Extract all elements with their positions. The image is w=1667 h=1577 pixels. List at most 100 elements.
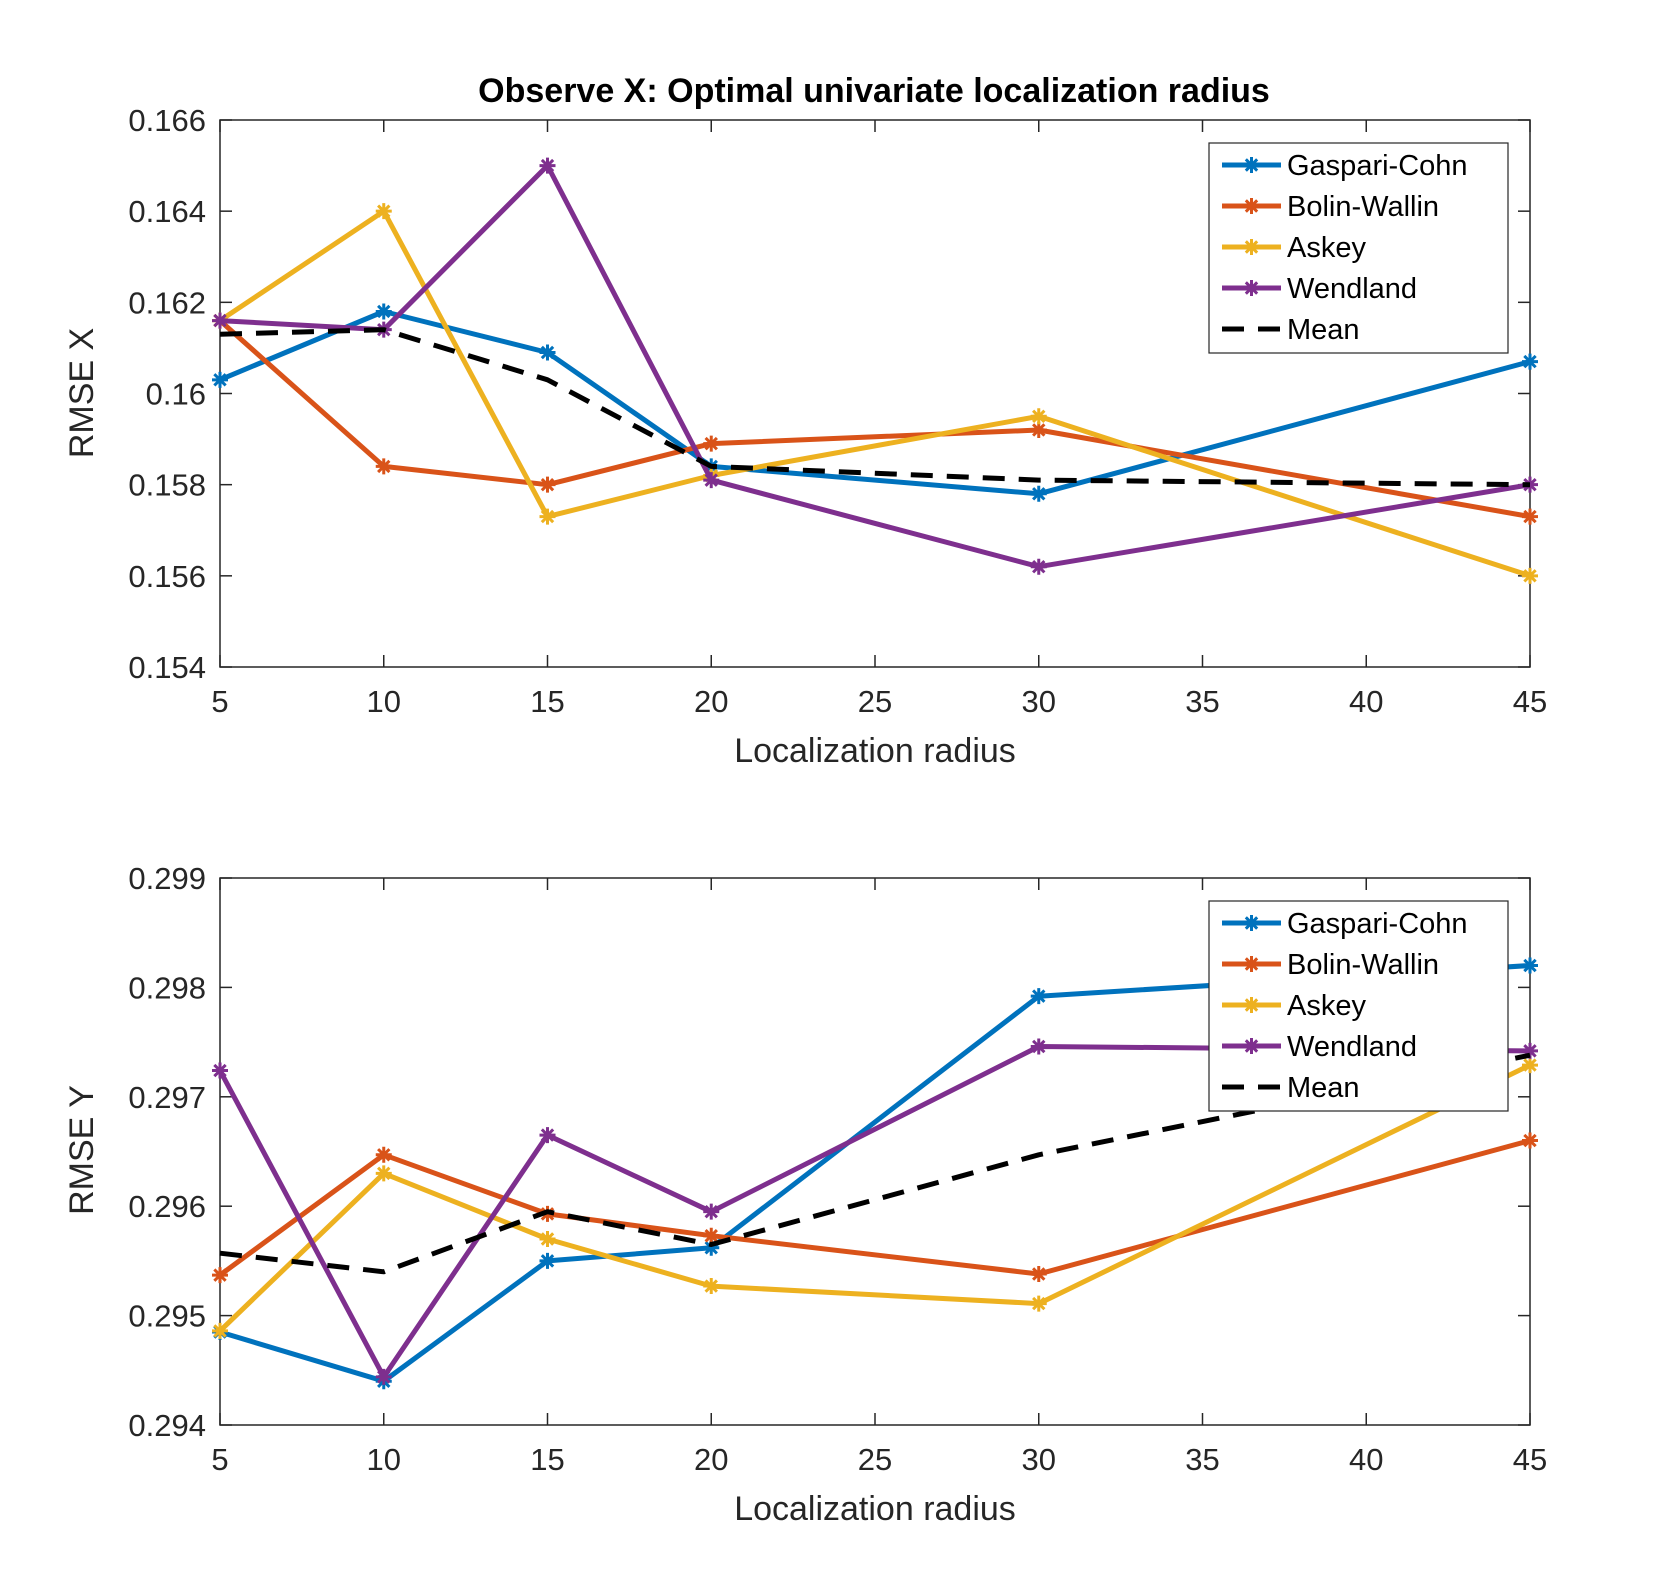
data-point [539, 157, 556, 174]
data-point [1522, 567, 1538, 584]
x-tick-label: 40 [1349, 1442, 1383, 1477]
legend-marker [1243, 239, 1260, 255]
legend-item-bolin-wallin: Bolin-Wallin [1222, 191, 1439, 223]
legend-marker [1243, 157, 1260, 173]
x-tick-label: 5 [211, 684, 228, 719]
legend-items: Gaspari-Cohn Bolin-Wallin Askey Wendland Mea… [1222, 908, 1468, 1104]
series-line-gaspari-cohn [219, 309, 1531, 497]
x-axis-label: Localization radius [734, 732, 1016, 770]
data-point [212, 1062, 228, 1079]
legend-item-bolin-wallin: Bolin-Wallin [1222, 949, 1439, 981]
legend-marker [1243, 956, 1260, 972]
x-tick-label: 45 [1513, 1442, 1547, 1477]
y-axis-label: RMSE X [63, 328, 101, 458]
data-point [212, 1322, 228, 1339]
series-line-askey [218, 1062, 1532, 1333]
series-group [212, 957, 1538, 1390]
series-group [212, 157, 1538, 584]
x-tick-label: 5 [211, 1442, 228, 1477]
y-tick-label: 0.294 [128, 1408, 206, 1443]
legend: Gaspari-Cohn Bolin-Wallin Askey Wendland Mea… [1208, 142, 1509, 354]
data-point [1030, 558, 1047, 575]
data-point [539, 476, 556, 493]
x-tick-label: 40 [1349, 684, 1383, 719]
data-point [1030, 1295, 1047, 1312]
legend-label: Askey [1287, 232, 1366, 264]
x-tick-label: 35 [1185, 684, 1219, 719]
data-point [703, 1278, 720, 1295]
series-line-bolin-wallin [218, 1138, 1531, 1278]
legend-label: Bolin-Wallin [1287, 191, 1439, 223]
x-tick-label: 35 [1185, 1442, 1219, 1477]
data-point [375, 303, 392, 320]
tick-marks [219, 119, 1531, 668]
legend-marker [1243, 997, 1260, 1013]
y-axis-label: RMSE Y [63, 1085, 101, 1215]
y-tick-label: 0.166 [128, 103, 206, 138]
data-point [539, 1231, 556, 1248]
data-point [1030, 988, 1047, 1005]
x-tick-label: 15 [530, 684, 564, 719]
legend-item-askey: Askey [1222, 232, 1366, 264]
x-tick-label: 20 [694, 1442, 728, 1477]
x-tick-label: 10 [367, 684, 401, 719]
x-tick-label: 15 [530, 1442, 564, 1477]
data-point [375, 458, 392, 475]
data-point [703, 1203, 720, 1220]
legend-item-mean: Mean [1222, 314, 1360, 346]
legend-marker [1243, 1038, 1260, 1054]
data-point [1030, 1266, 1047, 1283]
legend: Gaspari-Cohn Bolin-Wallin Askey Wendland Mea… [1208, 900, 1509, 1112]
y-tick-label: 0.154 [128, 650, 206, 685]
series-askey [212, 1057, 1538, 1339]
data-point [375, 1165, 392, 1182]
y-tick-label: 0.299 [128, 861, 206, 896]
legend-items: Gaspari-Cohn Bolin-Wallin Askey Wendland Mea… [1222, 150, 1468, 346]
y-tick-label: 0.16 [146, 377, 206, 412]
y-tick-label: 0.158 [128, 468, 206, 503]
data-point [1522, 1057, 1538, 1074]
chart-rmse-y: 5 10 15 20 25 30 35 40 45 0.2940.2950.2960.2970.… [63, 861, 1547, 1528]
data-point [539, 344, 556, 361]
y-tick-labels: 0.154 0.156 0.158 0.16 0.162 0.164 0.166 [128, 103, 206, 685]
data-point [703, 435, 720, 452]
y-tick-label: 0.295 [128, 1299, 206, 1334]
x-tick-label: 30 [1022, 684, 1056, 719]
data-point [1522, 1132, 1538, 1149]
legend-marker [1243, 915, 1260, 931]
legend-label: Wendland [1287, 1031, 1417, 1063]
legend-item-gaspari-cohn: Gaspari-Cohn [1222, 908, 1468, 940]
y-tick-labels: 0.294 0.295 0.296 0.297 0.298 0.299 [128, 861, 206, 1443]
y-tick-label: 0.156 [128, 559, 206, 594]
data-point [703, 1239, 720, 1256]
x-tick-label: 30 [1022, 1442, 1056, 1477]
legend-label: Wendland [1287, 273, 1417, 305]
data-point [1030, 421, 1047, 438]
legend-item-wendland: Wendland [1222, 1031, 1417, 1063]
y-tick-label: 0.298 [128, 970, 206, 1005]
data-point [1030, 485, 1047, 502]
series-line-wendland [219, 163, 1531, 570]
legend-label: Mean [1287, 1072, 1360, 1104]
data-point [375, 203, 392, 220]
chart-rmse-x: Observe X: Optimal univariate localizati… [63, 72, 1547, 770]
x-tick-label: 25 [858, 684, 892, 719]
data-point [1030, 408, 1047, 425]
data-point [1030, 1038, 1047, 1055]
x-axis-label: Localization radius [734, 1490, 1016, 1528]
chart-title: Observe X: Optimal univariate localizati… [478, 72, 1270, 110]
legend-marker [1243, 280, 1260, 296]
data-point [375, 1368, 392, 1385]
legend-item-wendland: Wendland [1222, 273, 1417, 305]
legend-label: Askey [1287, 990, 1366, 1022]
series-line-askey [218, 208, 1531, 579]
data-point [539, 1252, 556, 1269]
x-tick-label: 45 [1513, 684, 1547, 719]
data-point [539, 1127, 556, 1144]
tick-marks [219, 877, 1531, 1426]
y-tick-label: 0.296 [128, 1189, 206, 1224]
data-point [375, 1146, 392, 1163]
legend-item-askey: Askey [1222, 990, 1366, 1022]
data-point [703, 472, 720, 489]
